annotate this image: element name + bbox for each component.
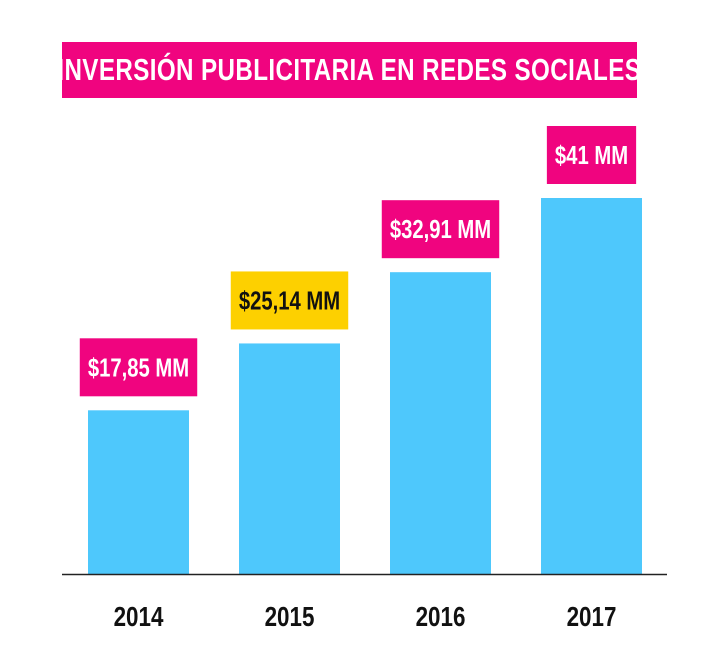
data-label-box-2016 bbox=[381, 200, 500, 259]
data-label-group-2014: $17,85 MM bbox=[79, 338, 198, 397]
data-label-2016: $32,91 MM bbox=[390, 215, 491, 244]
data-label-box-2014 bbox=[79, 338, 198, 397]
x-tick-label-2014: 2014 bbox=[114, 602, 164, 633]
chart-title: INVERSIÓN PUBLICITARIA EN REDES SOCIALES bbox=[57, 52, 642, 87]
data-label-group-2016: $32,91 MM bbox=[381, 200, 500, 259]
x-tick-label-2017: 2017 bbox=[567, 602, 617, 633]
bar-2014 bbox=[88, 410, 189, 574]
data-label-2015: $25,14 MM bbox=[239, 286, 340, 315]
data-label-box-2015 bbox=[230, 271, 349, 330]
x-tick-label-2016: 2016 bbox=[416, 602, 466, 633]
chart-title-box: INVERSIÓN PUBLICITARIA EN REDES SOCIALES bbox=[58, 42, 641, 98]
data-label-box-2017 bbox=[546, 126, 637, 184]
data-label-2014: $17,85 MM bbox=[88, 353, 189, 382]
bar-2016 bbox=[390, 272, 491, 574]
data-label-group-2015: $25,14 MM bbox=[230, 271, 349, 330]
data-label-2017: $41 MM bbox=[555, 141, 628, 170]
bar-2015 bbox=[239, 343, 340, 574]
x-tick-label-2015: 2015 bbox=[265, 602, 315, 633]
bar-2017 bbox=[541, 198, 642, 574]
data-label-group-2017: $41 MM bbox=[546, 126, 637, 184]
